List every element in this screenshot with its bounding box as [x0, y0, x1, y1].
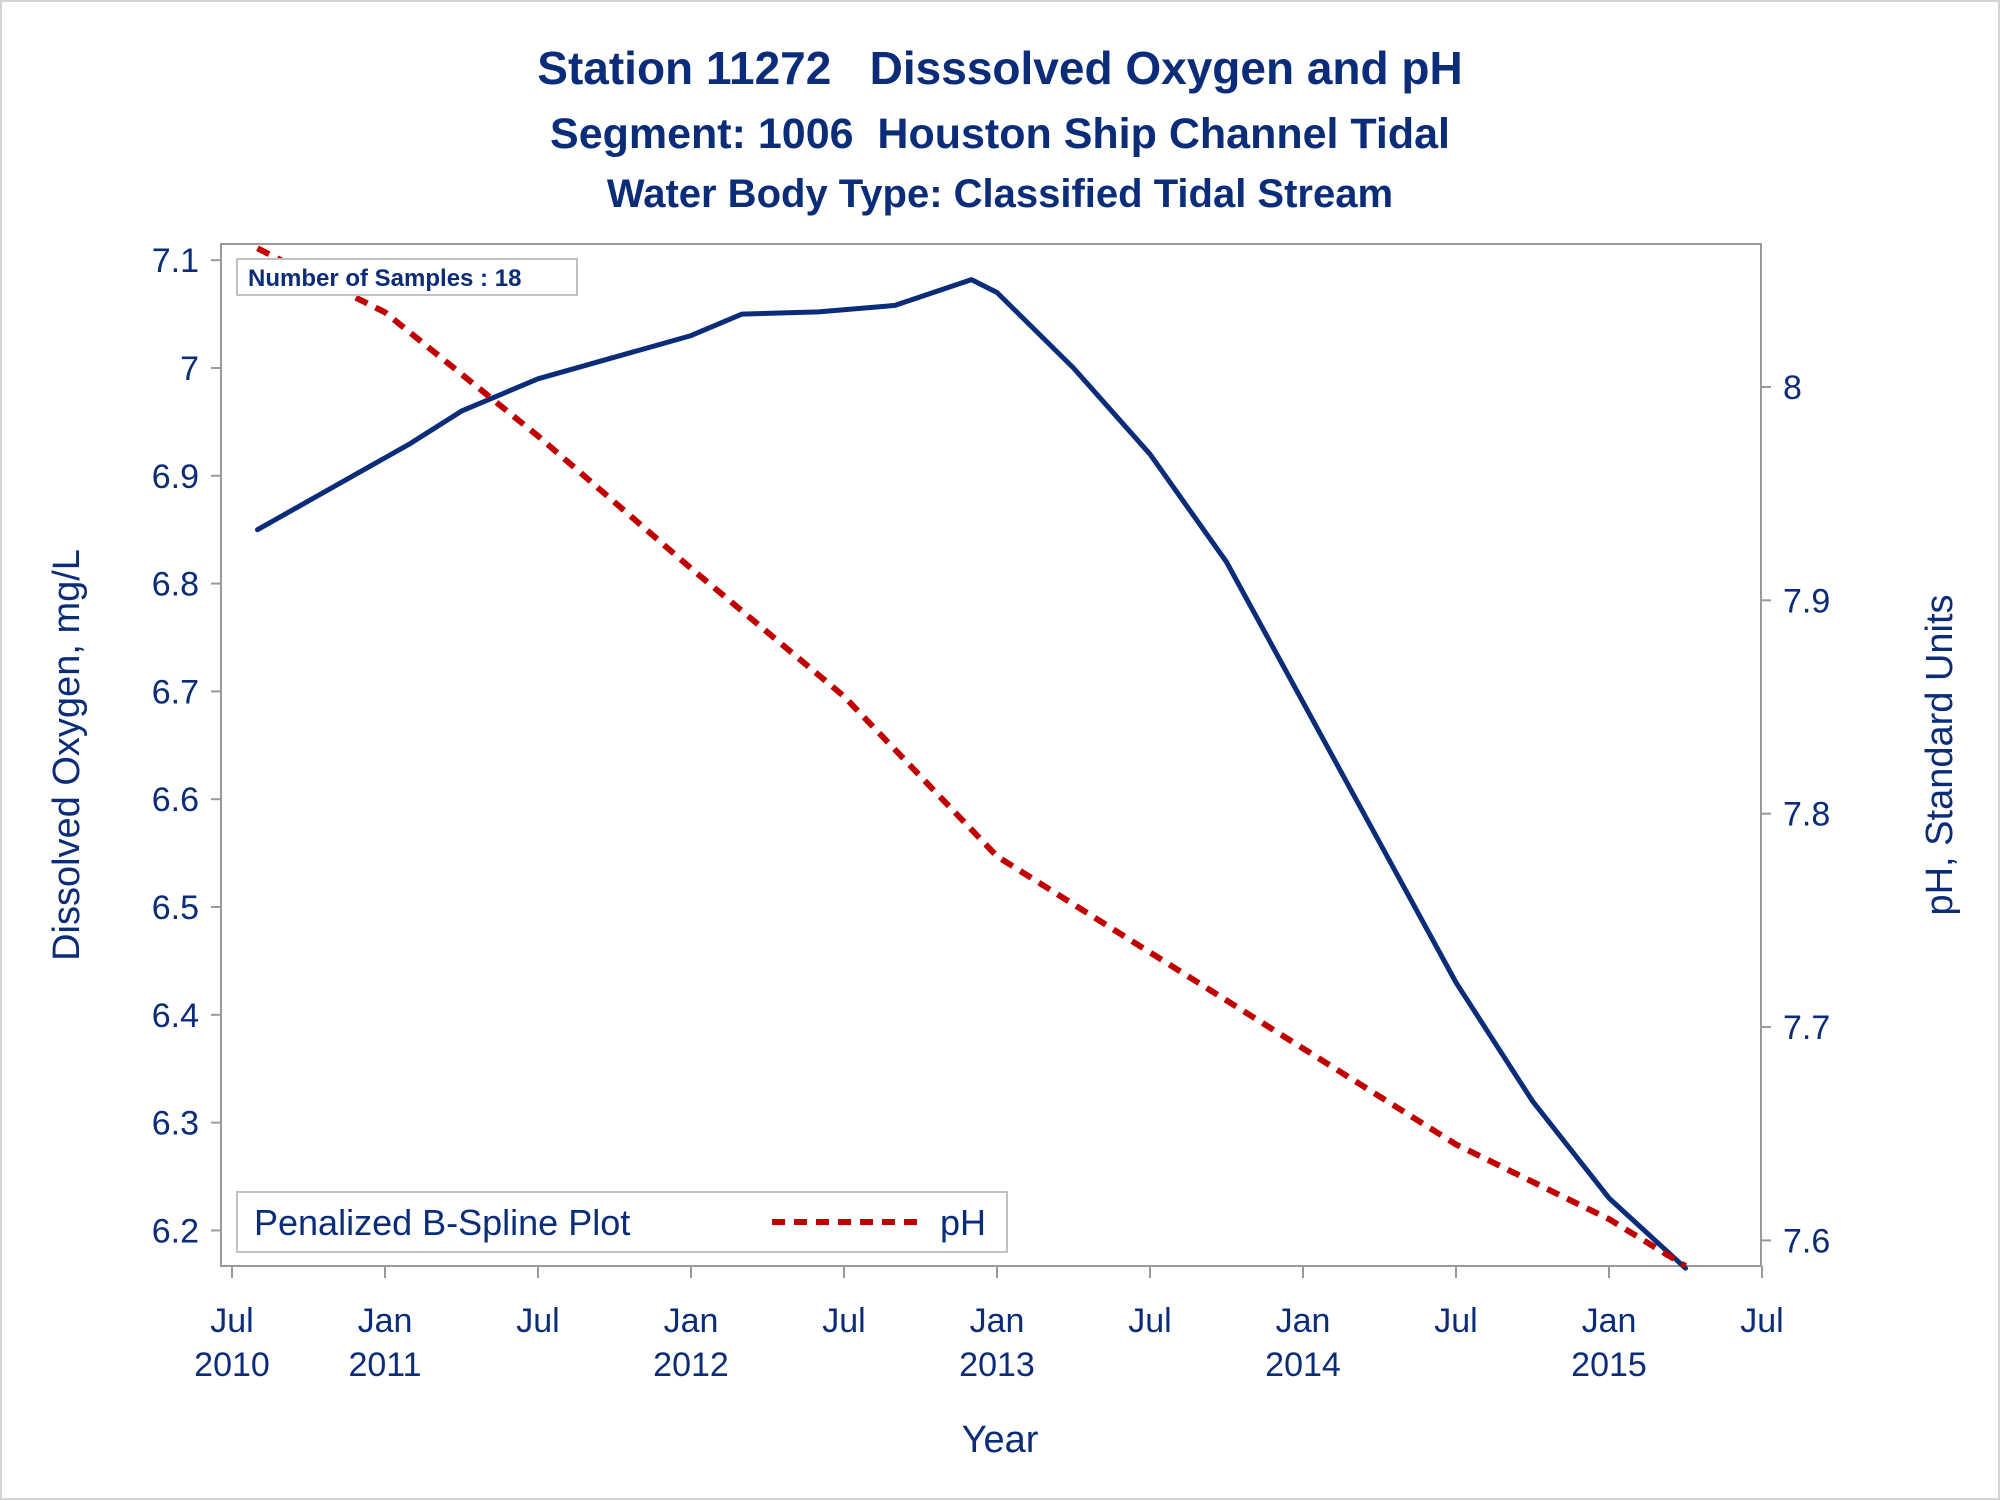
x-tick-label: Jan	[1582, 1302, 1637, 1340]
x-tick-label: Jul	[1128, 1302, 1171, 1340]
x-tick-label: Jan	[1276, 1302, 1331, 1340]
x-tick-label: Jul	[1434, 1302, 1477, 1340]
series-layer	[255, 245, 1688, 1271]
x-tick-year-label: 2010	[194, 1346, 270, 1384]
y2-tick-label: 7.8	[1783, 796, 1830, 834]
sample-count-frame	[236, 258, 578, 296]
ph-series-line	[256, 245, 1688, 1269]
x-tick-year-label: 2013	[959, 1346, 1035, 1384]
y2-tick-label: 7.9	[1783, 582, 1830, 620]
legend-entry-ph: pH	[940, 1202, 986, 1243]
y2-tick-label: 7.6	[1783, 1222, 1830, 1260]
y-axis-right: 7.6 7.7 7.8 7.9 8	[1761, 369, 1830, 1260]
x-tick-year-label: 2014	[1265, 1346, 1341, 1384]
x-tick-label: Jan	[970, 1302, 1025, 1340]
y-tick-label: 6.5	[152, 889, 199, 927]
y-axis-label: Dissolved Oxygen, mg/L	[46, 549, 88, 961]
y-axis-left: 6.2 6.3 6.4 6.5 6.6 6.7 6.8 6.9 7 7.1	[152, 242, 221, 1250]
y2-tick-label: 8	[1783, 369, 1802, 407]
y-tick-label: 6.8	[152, 566, 199, 604]
dissolved-oxygen-series-line	[255, 277, 1688, 1271]
y-tick-label: 6.9	[152, 458, 199, 496]
x-tick-year-label: 2012	[653, 1346, 729, 1384]
plot-area-frame	[220, 243, 1762, 1267]
y2-tick-label: 7.7	[1783, 1009, 1830, 1047]
legend: Penalized B-Spline Plot pH	[236, 1191, 1008, 1253]
x-tick-label: Jul	[516, 1302, 559, 1340]
x-axis: Jul 2010 Jan 2011 Jul Jan 2012 Jul Jan 2013 Jul Jan…	[194, 1266, 1784, 1384]
y-tick-label: 6.7	[152, 673, 199, 711]
legend-title: Penalized B-Spline Plot	[254, 1202, 630, 1243]
sample-count-text: Number of Samples : 18	[248, 265, 521, 292]
chart-title: Station 11272 Disssolved Oxygen and pH	[537, 42, 1462, 94]
x-tick-label: Jul	[210, 1302, 253, 1340]
chart-subtitle-2: Water Body Type: Classified Tidal Stream	[607, 172, 1393, 216]
x-tick-label: Jul	[822, 1302, 865, 1340]
x-tick-label: Jul	[1740, 1302, 1783, 1340]
y-tick-label: 7.1	[152, 242, 199, 280]
x-tick-label: Jan	[664, 1302, 719, 1340]
legend-frame	[236, 1191, 1008, 1253]
x-tick-label: Jan	[358, 1302, 413, 1340]
x-tick-year-label: 2015	[1571, 1346, 1647, 1384]
x-tick-year-label: 2011	[348, 1346, 421, 1384]
y-tick-label: 7	[180, 350, 199, 388]
y-tick-label: 6.6	[152, 781, 199, 819]
x-axis-label: Year	[962, 1419, 1039, 1461]
y-tick-label: 6.2	[152, 1212, 199, 1250]
y2-axis-label: pH, Standard Units	[1919, 594, 1961, 915]
y-tick-label: 6.4	[152, 997, 199, 1035]
sample-count-box: Number of Samples : 18	[236, 258, 578, 296]
y-tick-label: 6.3	[152, 1105, 199, 1143]
chart-subtitle: Segment: 1006 Houston Ship Channel Tidal	[550, 110, 1450, 158]
